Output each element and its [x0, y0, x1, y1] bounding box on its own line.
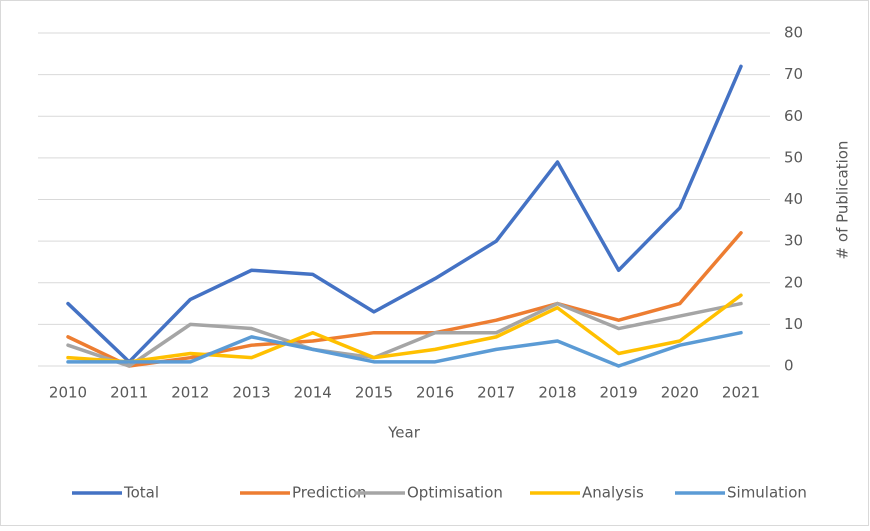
legend-label: Simulation	[727, 484, 807, 502]
series-line	[66, 293, 743, 364]
x-tick-label: 2017	[477, 384, 515, 402]
x-tick-label: 2015	[355, 384, 393, 402]
legend-label: Total	[123, 484, 159, 502]
x-tick-label: 2021	[722, 384, 760, 402]
x-tick-label: 2012	[171, 384, 209, 402]
y-tick-label: 10	[784, 315, 803, 333]
x-tick-label: 2010	[49, 384, 87, 402]
y-axis-title: # of Publication	[834, 141, 852, 260]
x-tick-label: 2020	[661, 384, 699, 402]
y-tick-label: 20	[784, 273, 803, 291]
y-tick-label: 60	[784, 107, 803, 125]
x-tick-label: 2018	[538, 384, 576, 402]
y-tick-label: 0	[784, 357, 794, 375]
y-tick-label: 30	[784, 232, 803, 250]
x-tick-label: 2011	[110, 384, 148, 402]
x-tick-label: 2016	[416, 384, 454, 402]
legend-label: Analysis	[582, 484, 644, 502]
x-tick-label: 2019	[600, 384, 638, 402]
series-line	[66, 64, 743, 364]
series-line	[66, 301, 743, 368]
x-tick-label: 2014	[294, 384, 332, 402]
legend-label: Optimisation	[407, 484, 503, 502]
x-axis-title: Year	[387, 424, 421, 442]
x-tick-label: 2013	[232, 384, 270, 402]
legend-label: Prediction	[292, 484, 367, 502]
y-tick-label: 40	[784, 190, 803, 208]
y-tick-label: 80	[784, 24, 803, 42]
series-line	[66, 231, 743, 368]
series-line	[66, 330, 743, 368]
y-tick-label: 50	[784, 148, 803, 166]
y-tick-label: 70	[784, 65, 803, 83]
